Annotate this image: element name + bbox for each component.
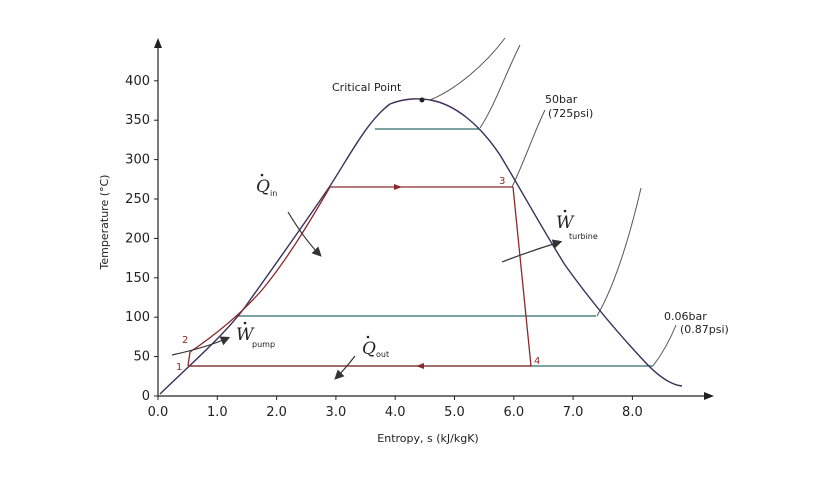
x-tick-label: 2.0 bbox=[266, 405, 287, 420]
svg-text:Q: Q bbox=[256, 177, 270, 197]
isobar-low-label: 0.06bar bbox=[664, 310, 707, 323]
y-tick-label: 300 bbox=[125, 153, 150, 168]
y-tick-label: 400 bbox=[125, 74, 150, 89]
w-pump-label: W pump bbox=[236, 321, 275, 349]
w-pump-arrow bbox=[171, 336, 231, 356]
y-tick-label: 100 bbox=[125, 310, 150, 325]
y-tick-label: 350 bbox=[125, 113, 150, 128]
svg-text:in: in bbox=[270, 189, 277, 198]
isobar-critical-superheated bbox=[429, 37, 506, 101]
w-turbine-label: W turbine bbox=[556, 209, 598, 241]
q-in-label: Q in bbox=[256, 173, 277, 198]
y-tick-label: 0 bbox=[142, 389, 150, 404]
isobar-low-psi-label: (0.87psi) bbox=[680, 323, 729, 336]
isobar-0.06bar-leader bbox=[652, 324, 677, 367]
x-tick-label: 6.0 bbox=[503, 405, 524, 420]
point-3-label: 3 bbox=[499, 176, 505, 187]
cycle-turbine bbox=[512, 186, 532, 367]
point-4-label: 4 bbox=[534, 356, 540, 367]
x-tick-label: 1.0 bbox=[207, 405, 228, 420]
x-axis-arrow bbox=[704, 392, 714, 400]
x-axis-title: Entropy, s (kJ/kgK) bbox=[377, 432, 478, 445]
svg-text:Q: Q bbox=[362, 339, 376, 359]
condenser-direction-arrow bbox=[416, 363, 424, 369]
y-tick-label: 150 bbox=[125, 271, 150, 286]
svg-text:out: out bbox=[376, 350, 389, 359]
x-tick-label: 7.0 bbox=[563, 405, 584, 420]
q-out-label: Q out bbox=[362, 335, 389, 359]
y-tick-label: 250 bbox=[125, 192, 150, 207]
isobar-50bar-leader bbox=[511, 109, 546, 188]
y-tick-label: 200 bbox=[125, 231, 150, 246]
critical-point-marker bbox=[419, 97, 425, 103]
x-tick-label: 8.0 bbox=[622, 405, 643, 420]
point-2-label: 2 bbox=[182, 335, 188, 346]
svg-text:turbine: turbine bbox=[569, 232, 598, 241]
svg-text:W: W bbox=[556, 213, 575, 233]
q-in-arrow bbox=[287, 211, 322, 257]
y-axis-title: Temperature (°C) bbox=[98, 175, 111, 271]
x-tick-label: 3.0 bbox=[326, 405, 347, 420]
svg-text:pump: pump bbox=[252, 340, 275, 349]
x-ticks: 0.0 1.0 2.0 3.0 4.0 5.0 6.0 7.0 8.0 bbox=[148, 396, 643, 420]
x-tick-label: 0.0 bbox=[148, 405, 169, 420]
x-tick-label: 4.0 bbox=[385, 405, 406, 420]
x-tick-label: 5.0 bbox=[444, 405, 465, 420]
critical-point-label: Critical Point bbox=[332, 81, 402, 94]
isobar-high-label: 50bar bbox=[545, 93, 578, 106]
cycle-pump bbox=[187, 351, 191, 367]
svg-text:W: W bbox=[236, 325, 255, 345]
isobar-100C-superheated bbox=[596, 187, 642, 317]
boiler-direction-arrow bbox=[394, 184, 402, 190]
y-axis-arrow bbox=[154, 38, 162, 48]
q-out-arrow bbox=[334, 355, 356, 380]
y-ticks: 0 50 100 150 200 250 300 350 400 bbox=[125, 74, 158, 404]
y-tick-label: 50 bbox=[133, 350, 150, 365]
saturation-dome bbox=[159, 98, 683, 395]
w-turbine-arrow bbox=[501, 239, 563, 263]
isobar-high-psi-label: (725psi) bbox=[548, 107, 593, 120]
cycle-liquid-heating bbox=[189, 186, 331, 353]
isobar-50bar-superheated bbox=[479, 44, 521, 129]
point-1-label: 1 bbox=[176, 362, 182, 373]
